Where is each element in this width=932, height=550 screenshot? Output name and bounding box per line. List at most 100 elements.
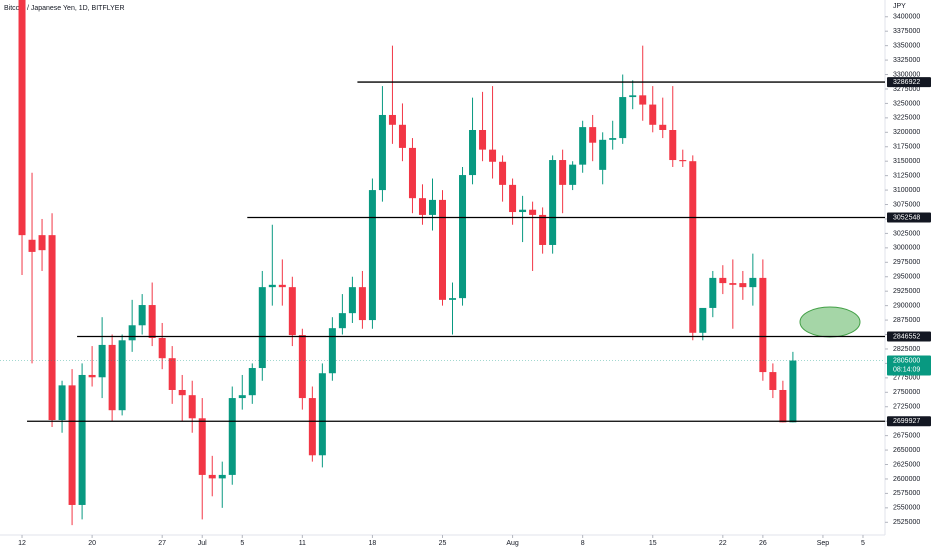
candle-body xyxy=(368,190,376,321)
highlight-ellipse xyxy=(799,306,861,338)
y-tick-label: 3350000 xyxy=(893,42,920,49)
y-tick-label: 2900000 xyxy=(893,302,920,309)
y-tick-label: 2775000 xyxy=(893,375,920,382)
candle-body xyxy=(469,129,477,176)
y-tick-label: 2950000 xyxy=(893,274,920,281)
candle-body xyxy=(779,389,787,423)
candle-body xyxy=(509,184,517,213)
level-label-box xyxy=(887,416,931,427)
candle-body xyxy=(589,127,597,143)
y-tick-label: 3275000 xyxy=(893,86,920,93)
candle-body xyxy=(679,160,687,162)
y-tick-label: 3225000 xyxy=(893,115,920,122)
candle-body xyxy=(629,95,637,98)
y-tick-label: 3100000 xyxy=(893,187,920,194)
candle-body xyxy=(489,149,497,162)
candle-body xyxy=(138,305,146,326)
y-tick-label: 2750000 xyxy=(893,389,920,396)
candle-body xyxy=(459,175,467,299)
candle-body xyxy=(158,337,166,359)
countdown-label: 08:14:09 xyxy=(893,366,920,373)
y-tick-label: 2825000 xyxy=(893,346,920,353)
candle-body xyxy=(308,398,316,456)
candle-body xyxy=(228,398,236,475)
y-tick-label: 3075000 xyxy=(893,201,920,208)
candle-body xyxy=(699,307,707,333)
candle-body xyxy=(268,284,276,288)
candle-body xyxy=(649,104,657,125)
y-tick-label: 3300000 xyxy=(893,71,920,78)
candle-body xyxy=(198,418,206,475)
candle-body xyxy=(759,277,767,373)
y-tick-label: 2650000 xyxy=(893,447,920,454)
candle-body xyxy=(328,328,336,374)
candle-body xyxy=(549,160,557,245)
y-tick-label: 2600000 xyxy=(893,476,920,483)
chart-title: Bitcoin / Japanese Yen, 1D, BITFLYER xyxy=(4,5,125,12)
level-label-box xyxy=(887,212,931,223)
candle-body xyxy=(208,474,216,479)
candle-body xyxy=(519,209,527,213)
candle-body xyxy=(709,277,717,308)
level-label-box xyxy=(887,331,931,342)
candle-body xyxy=(569,164,577,185)
candle-body xyxy=(789,360,797,423)
candle-body xyxy=(338,313,346,329)
y-tick-label: 3125000 xyxy=(893,172,920,179)
candle-body xyxy=(28,239,36,252)
level-label: 3286922 xyxy=(893,79,920,86)
candle-body xyxy=(298,335,306,399)
level-label: 2846552 xyxy=(893,333,920,340)
x-tick-label: 22 xyxy=(719,540,727,547)
x-tick-label: 25 xyxy=(439,540,447,547)
candle-body xyxy=(398,124,406,148)
y-tick-label: 3250000 xyxy=(893,100,920,107)
candle-body xyxy=(619,97,627,139)
candle-body xyxy=(358,287,366,321)
last-price-label: 2805000 xyxy=(893,357,920,364)
candle-body xyxy=(579,127,587,165)
candle-body xyxy=(288,287,296,336)
candle-body xyxy=(48,235,56,421)
candle-body xyxy=(168,358,176,390)
y-tick-label: 2575000 xyxy=(893,490,920,497)
candle-body xyxy=(449,298,457,300)
candle-body xyxy=(248,368,256,396)
candle-body xyxy=(258,287,266,369)
candle-body xyxy=(88,374,96,378)
y-tick-label: 2725000 xyxy=(893,404,920,411)
candle-body xyxy=(408,147,416,199)
y-tick-label: 3200000 xyxy=(893,129,920,136)
x-tick-label: 26 xyxy=(759,540,767,547)
y-tick-label: 2875000 xyxy=(893,317,920,324)
x-tick-label: Jul xyxy=(198,540,207,547)
y-tick-label: 2525000 xyxy=(893,519,920,526)
x-tick-label: 5 xyxy=(240,540,244,547)
candle-body xyxy=(278,284,286,288)
level-label-box xyxy=(887,77,931,88)
candle-body xyxy=(78,374,86,505)
candle-body xyxy=(609,138,617,140)
x-tick-label: 12 xyxy=(18,540,26,547)
y-tick-label: 2975000 xyxy=(893,259,920,266)
currency-label: JPY xyxy=(893,3,906,10)
candle-body xyxy=(418,198,426,215)
candle-body xyxy=(378,114,386,191)
candle-body xyxy=(529,209,537,215)
candle-body xyxy=(178,389,186,396)
candle-body xyxy=(639,95,647,105)
candle-body xyxy=(559,160,567,185)
candle-body xyxy=(118,340,126,411)
x-tick-label: Sep xyxy=(817,540,830,547)
y-tick-label: 2550000 xyxy=(893,505,920,512)
candle-body xyxy=(128,325,136,341)
candle-body xyxy=(218,474,226,479)
candle-body xyxy=(599,139,607,170)
candle-body xyxy=(499,161,507,185)
x-tick-label: 5 xyxy=(861,540,865,547)
candle-body xyxy=(68,385,76,505)
last-price-box xyxy=(887,355,931,376)
candle-body xyxy=(108,344,116,411)
x-tick-label: 11 xyxy=(299,540,306,547)
